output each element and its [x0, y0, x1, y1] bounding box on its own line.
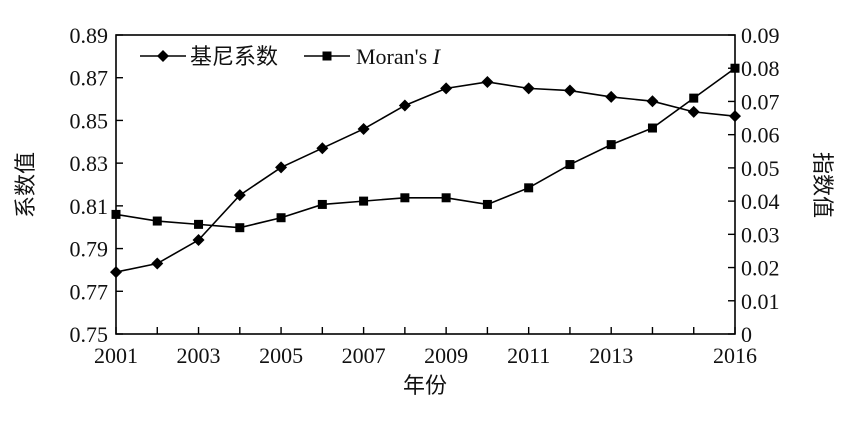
moran-point	[606, 140, 616, 150]
gini-point	[440, 82, 453, 95]
y-right-axis-title: 指数值	[809, 152, 834, 218]
moran-point	[565, 160, 575, 170]
series-line-gini	[115, 81, 736, 273]
moran-point	[317, 199, 327, 209]
moran-point	[689, 93, 699, 103]
moran-point	[111, 209, 121, 219]
moran-point	[524, 183, 534, 193]
gini-point	[233, 189, 246, 202]
legend-label-gini: 基尼系数	[190, 45, 278, 70]
gini-point	[357, 122, 370, 135]
y-right-tick-label: 0	[741, 322, 752, 347]
y-left-tick-label: 0.87	[70, 66, 109, 91]
ticks: 0.75 0.77 0.79 0.81 0.83 0.85 0.87 0.89 0 0.01 0.0…	[70, 23, 780, 368]
moran-point	[400, 193, 410, 203]
moran-point	[359, 196, 369, 206]
y-left-tick-label: 0.77	[70, 279, 109, 304]
y-right-tick-label: 0.02	[741, 256, 780, 281]
x-tick-label: 2013	[589, 343, 633, 368]
x-tick-label: 2011	[507, 343, 550, 368]
y-left-tick-label: 0.81	[70, 194, 109, 219]
y-right-tick-label: 0.03	[741, 222, 780, 247]
y-right-tick-label: 0.04	[741, 189, 780, 214]
x-axis-title: 年份	[403, 374, 447, 399]
gini-point	[729, 110, 741, 123]
gini-point	[687, 105, 700, 118]
series-lines	[115, 67, 736, 273]
gini-point	[481, 75, 494, 88]
moran-point	[647, 123, 657, 133]
gini-point	[192, 234, 205, 247]
series-markers	[110, 63, 741, 279]
gini-point	[316, 142, 329, 155]
y-right-tick-label: 0.09	[741, 23, 780, 48]
axes	[115, 34, 736, 335]
plot-frame	[115, 34, 736, 335]
x-tick-label: 2016	[713, 343, 757, 368]
gini-point	[275, 161, 288, 174]
gini-point	[110, 266, 122, 279]
moran-point	[276, 213, 286, 223]
y-left-axis-title: 系数值	[14, 152, 39, 218]
y-left-tick-label: 0.79	[70, 237, 109, 262]
moran-point	[194, 219, 204, 229]
x-tick-label: 2003	[177, 343, 221, 368]
x-tick-label: 2007	[342, 343, 386, 368]
y-right-tick-label: 0.01	[741, 289, 780, 314]
x-tick-label: 2005	[259, 343, 303, 368]
y-left-tick-label: 0.85	[70, 108, 109, 133]
legend-marker-moran	[322, 51, 332, 61]
y-left-tick-label: 0.75	[70, 322, 109, 347]
y-right-tick-label: 0.05	[741, 156, 780, 181]
y-right-tick-label: 0.07	[741, 89, 780, 114]
axis-titles: 年份 系数值 指数值	[14, 152, 834, 399]
gini-point	[522, 82, 535, 95]
x-tick-label: 2001	[94, 343, 138, 368]
gini-point	[151, 257, 164, 270]
legend-marker-gini	[157, 50, 169, 62]
legend-label-moran: Moran's I	[356, 44, 442, 69]
gini-point	[398, 99, 411, 112]
series-line-moran	[115, 67, 736, 229]
y-left-tick-label: 0.83	[70, 151, 109, 176]
gini-point	[605, 90, 618, 103]
moran-point	[152, 216, 162, 226]
y-right-tick-label: 0.06	[741, 123, 780, 148]
y-left-tick-label: 0.89	[70, 23, 109, 48]
x-tick-label: 2009	[424, 343, 468, 368]
moran-point	[730, 63, 740, 73]
legend: 基尼系数 Moran's I	[140, 44, 442, 70]
gini-point	[563, 84, 576, 97]
moran-point	[235, 223, 245, 233]
moran-point	[482, 199, 492, 209]
y-right-tick-label: 0.08	[741, 56, 780, 81]
moran-point	[441, 193, 451, 203]
gini-point	[646, 95, 659, 108]
